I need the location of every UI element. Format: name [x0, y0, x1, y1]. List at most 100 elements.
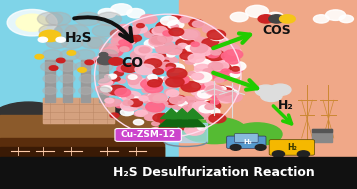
Bar [0, 157, 357, 189]
Circle shape [221, 69, 231, 74]
Circle shape [194, 59, 211, 68]
Circle shape [152, 54, 168, 62]
Circle shape [166, 99, 177, 105]
Circle shape [117, 41, 131, 48]
Circle shape [188, 54, 205, 63]
Circle shape [85, 60, 94, 65]
Circle shape [96, 59, 105, 64]
Circle shape [258, 15, 274, 23]
Circle shape [165, 45, 182, 54]
Circle shape [218, 42, 229, 48]
Circle shape [223, 92, 242, 102]
Text: CO: CO [121, 56, 144, 70]
Circle shape [97, 56, 113, 65]
Circle shape [198, 45, 208, 50]
Circle shape [140, 95, 149, 100]
Circle shape [65, 25, 89, 37]
Circle shape [93, 57, 106, 64]
Circle shape [158, 125, 178, 135]
Circle shape [180, 83, 191, 89]
Circle shape [210, 58, 224, 65]
Circle shape [213, 46, 221, 50]
Circle shape [169, 96, 185, 104]
Circle shape [153, 29, 162, 34]
Circle shape [129, 75, 137, 79]
Circle shape [218, 47, 234, 56]
Circle shape [255, 145, 266, 150]
Circle shape [223, 42, 235, 48]
Circle shape [56, 58, 65, 63]
Circle shape [158, 62, 174, 70]
Circle shape [42, 50, 62, 60]
Circle shape [46, 12, 71, 26]
Circle shape [218, 63, 229, 69]
Circle shape [173, 75, 189, 84]
Circle shape [163, 31, 173, 36]
Circle shape [228, 49, 239, 55]
Circle shape [208, 62, 223, 70]
Circle shape [120, 47, 129, 52]
Circle shape [212, 72, 230, 81]
Circle shape [139, 47, 150, 53]
Circle shape [166, 90, 179, 97]
Circle shape [49, 66, 58, 70]
Circle shape [209, 114, 226, 123]
Circle shape [200, 84, 219, 94]
Circle shape [145, 83, 163, 93]
Circle shape [132, 98, 141, 102]
Circle shape [339, 15, 353, 23]
Circle shape [98, 50, 118, 60]
Circle shape [37, 12, 62, 26]
Circle shape [148, 80, 161, 87]
Circle shape [150, 93, 167, 103]
Circle shape [100, 44, 117, 53]
Circle shape [119, 93, 128, 98]
Circle shape [128, 27, 137, 32]
Circle shape [142, 106, 161, 116]
Text: Cu-ZSM-12: Cu-ZSM-12 [121, 130, 176, 139]
Circle shape [227, 85, 237, 91]
Circle shape [165, 79, 183, 88]
Circle shape [150, 28, 159, 33]
Circle shape [220, 86, 234, 94]
Circle shape [102, 87, 118, 95]
Circle shape [156, 22, 174, 31]
Circle shape [212, 62, 229, 70]
Circle shape [180, 117, 196, 126]
Circle shape [201, 100, 209, 105]
Circle shape [196, 92, 210, 99]
FancyBboxPatch shape [235, 134, 258, 142]
Circle shape [131, 30, 139, 34]
Circle shape [108, 75, 116, 79]
Circle shape [166, 64, 176, 69]
Circle shape [177, 118, 193, 126]
Circle shape [96, 12, 121, 26]
Circle shape [194, 60, 213, 70]
Circle shape [192, 46, 212, 56]
Circle shape [145, 59, 162, 68]
Circle shape [191, 89, 204, 95]
Circle shape [154, 100, 163, 105]
Circle shape [114, 71, 124, 76]
Circle shape [118, 79, 125, 83]
Circle shape [153, 94, 168, 102]
Circle shape [116, 104, 123, 108]
Circle shape [180, 54, 187, 58]
Circle shape [109, 48, 119, 54]
Circle shape [197, 90, 212, 98]
Circle shape [178, 101, 187, 106]
Circle shape [196, 79, 210, 86]
Circle shape [191, 59, 198, 64]
Circle shape [146, 75, 157, 81]
Circle shape [194, 95, 206, 101]
Circle shape [95, 62, 113, 71]
Circle shape [43, 74, 59, 83]
Text: H₂: H₂ [287, 143, 297, 152]
Circle shape [132, 25, 147, 33]
Circle shape [189, 71, 203, 79]
Circle shape [119, 34, 130, 40]
Circle shape [180, 52, 193, 60]
Circle shape [109, 58, 123, 65]
Text: COS: COS [262, 24, 291, 37]
Circle shape [130, 51, 148, 60]
